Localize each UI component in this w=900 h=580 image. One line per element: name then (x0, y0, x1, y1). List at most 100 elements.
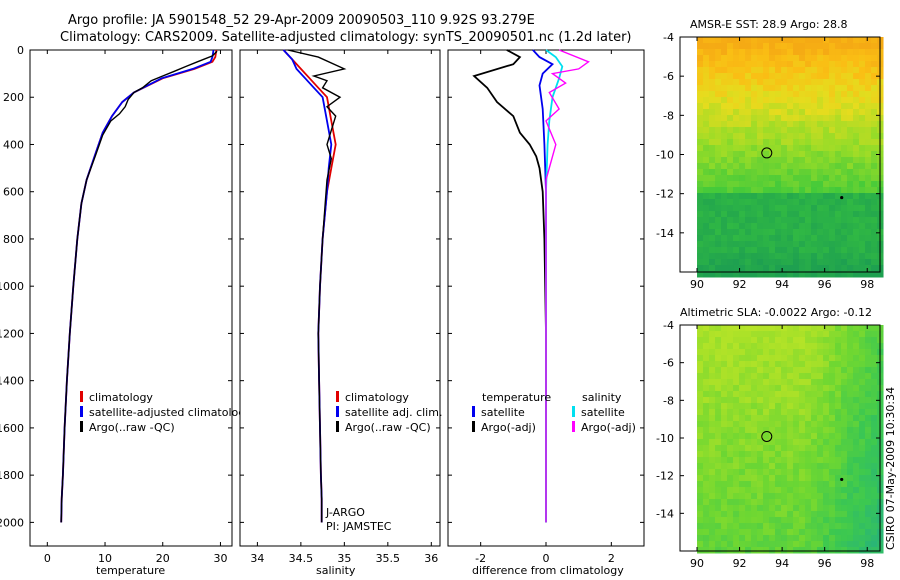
map-cell (739, 55, 746, 62)
map-cell (823, 223, 830, 230)
map-cell (835, 469, 842, 476)
map-cell (733, 403, 740, 410)
map-cell (799, 535, 806, 542)
map-cell (751, 145, 758, 152)
timestamp: CSIRO 07-May-2009 10:30:34 (884, 386, 897, 550)
map-cell (727, 271, 734, 278)
map-cell (859, 451, 866, 458)
map-cell (733, 205, 740, 212)
map-cell (721, 391, 728, 398)
map-cell (751, 181, 758, 188)
map-cell (727, 523, 734, 530)
map-cell (829, 175, 836, 182)
map-cell (727, 37, 734, 44)
map-cell (721, 523, 728, 530)
map-cell (715, 127, 722, 134)
map-cell (823, 421, 830, 428)
annotation-j-argo: J-ARGO (326, 506, 365, 519)
map-cell (775, 79, 782, 86)
map-cell (781, 193, 788, 200)
map-cell (733, 181, 740, 188)
map-cell (727, 469, 734, 476)
legend-swatch-climatology (80, 391, 83, 402)
map-cell (775, 343, 782, 350)
map-cell (793, 481, 800, 488)
map-cell (787, 109, 794, 116)
map-cell (721, 67, 728, 74)
map-cell (841, 241, 848, 248)
map-cell (823, 97, 830, 104)
map-cell (811, 127, 818, 134)
map-cell (733, 547, 740, 554)
map-cell (709, 433, 716, 440)
map-cell (745, 49, 752, 56)
x-tick-label: 94 (775, 278, 789, 291)
map-cell (865, 127, 872, 134)
legend-entry: climatology (80, 390, 252, 405)
map-cell (793, 397, 800, 404)
x-tick-label: 98 (860, 278, 874, 291)
map-cell (739, 523, 746, 530)
map-cell (853, 379, 860, 386)
map-cell (757, 547, 764, 554)
map-cell (835, 49, 842, 56)
map-cell (703, 85, 710, 92)
map-cell (805, 439, 812, 446)
map-cell (715, 85, 722, 92)
legend-entry: Argo(-adj) (572, 420, 636, 435)
map-cell (739, 85, 746, 92)
map-cell (733, 73, 740, 80)
map-cell (853, 157, 860, 164)
map-cell (757, 157, 764, 164)
map-cell (709, 379, 716, 386)
map-cell (763, 337, 770, 344)
map-cell (763, 271, 770, 278)
map-cell (739, 127, 746, 134)
map-cell (823, 475, 830, 482)
map-cell (871, 247, 878, 254)
map-cell (709, 271, 716, 278)
map-cell (835, 475, 842, 482)
map-cell (835, 385, 842, 392)
legend-swatch-satellite (80, 406, 83, 417)
map-cell (793, 529, 800, 536)
map-cell (793, 391, 800, 398)
map-cell (799, 241, 806, 248)
map-cell (811, 115, 818, 122)
map-cell (745, 97, 752, 104)
map-cell (775, 391, 782, 398)
map-cell (823, 127, 830, 134)
map-cell (805, 355, 812, 362)
map-cell (847, 481, 854, 488)
map-cell (721, 445, 728, 452)
map-cell (775, 439, 782, 446)
map-cell (841, 205, 848, 212)
map-cell (859, 43, 866, 50)
map-cell (733, 253, 740, 260)
map-cell (853, 373, 860, 380)
map-cell (781, 415, 788, 422)
map-cell (835, 43, 842, 50)
map-cell (829, 391, 836, 398)
map-cell (775, 247, 782, 254)
map-cell (763, 79, 770, 86)
map-cell (715, 343, 722, 350)
map-cell (703, 361, 710, 368)
map-cell (745, 157, 752, 164)
map-cell (799, 517, 806, 524)
map-cell (709, 409, 716, 416)
map-cell (769, 481, 776, 488)
map-cell (847, 115, 854, 122)
map-cell (757, 433, 764, 440)
map-cell (799, 205, 806, 212)
map-cell (703, 391, 710, 398)
map-cell (799, 409, 806, 416)
map-cell (817, 175, 824, 182)
map-cell (763, 439, 770, 446)
map-cell (871, 385, 878, 392)
map-cell (715, 481, 722, 488)
map-cell (769, 157, 776, 164)
map-cell (757, 415, 764, 422)
map-cell (715, 187, 722, 194)
map-cell (823, 439, 830, 446)
